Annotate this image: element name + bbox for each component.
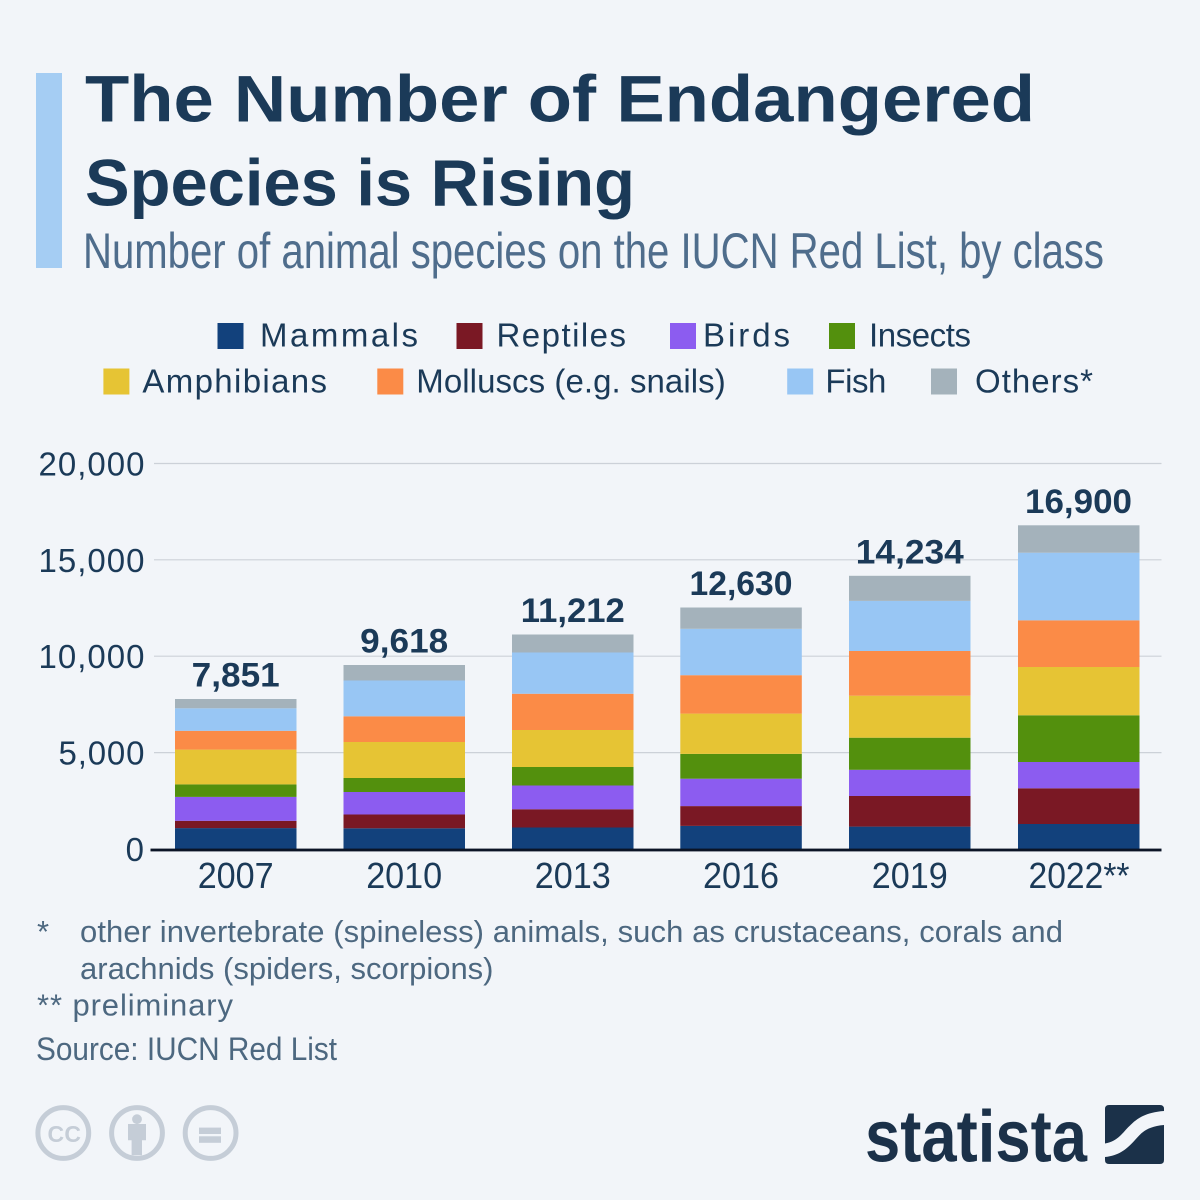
svg-text:CC: CC [48,1121,82,1147]
svg-text:14,234: 14,234 [856,533,964,571]
svg-text:20,000: 20,000 [39,446,145,483]
svg-text:10,000: 10,000 [39,638,145,675]
svg-text:2022**: 2022** [1029,855,1130,896]
svg-text:2013: 2013 [535,855,611,896]
svg-text:12,630: 12,630 [690,565,793,603]
svg-text:11,212: 11,212 [521,592,625,630]
svg-text:Insects: Insects [869,317,971,354]
svg-text:Species is Rising: Species is Rising [85,146,635,220]
svg-text:** preliminary: ** preliminary [37,988,234,1023]
svg-text:0: 0 [126,831,144,868]
svg-text:*: * [37,914,49,949]
svg-text:16,900: 16,900 [1025,483,1132,521]
svg-text:15,000: 15,000 [39,542,145,579]
svg-text:The Number of Endangered: The Number of Endangered [85,62,1035,136]
svg-text:2019: 2019 [872,855,948,896]
svg-text:arachnids (spiders, scorpions): arachnids (spiders, scorpions) [80,951,494,986]
svg-text:Amphibians: Amphibians [142,363,327,400]
svg-text:9,618: 9,618 [360,623,448,661]
svg-text:Source: IUCN Red List: Source: IUCN Red List [36,1031,337,1067]
svg-text:Others*: Others* [975,363,1093,400]
svg-text:Fish: Fish [825,363,886,400]
svg-text:statista: statista [865,1095,1088,1177]
svg-text:Birds: Birds [703,317,790,354]
svg-text:other invertebrate (spineless): other invertebrate (spineless) animals, … [80,914,1063,949]
svg-text:2016: 2016 [703,855,779,896]
svg-text:Number of animal species on th: Number of animal species on the IUCN Red… [83,223,1104,279]
svg-text:Molluscs (e.g. snails): Molluscs (e.g. snails) [416,363,725,400]
svg-text:2010: 2010 [366,855,442,896]
svg-text:5,000: 5,000 [59,735,145,772]
svg-text:7,851: 7,851 [192,657,280,695]
svg-text:2007: 2007 [198,855,274,896]
svg-text:Reptiles: Reptiles [497,317,627,354]
